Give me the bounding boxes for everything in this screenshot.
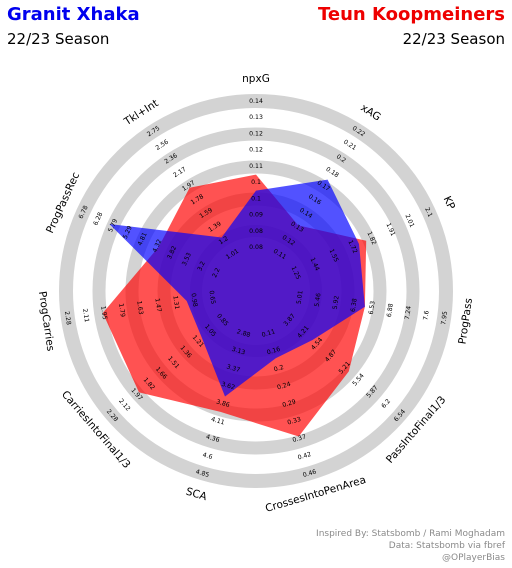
radar-tick-label: 1.31 [171,295,180,310]
radar-tick-label: 0.14 [249,98,263,105]
radar-tick-label: 0.08 [249,244,263,251]
radar-tick-label: 2.1 [423,206,433,218]
radar-tick-label: 4.85 [195,468,210,479]
radar-tick-label: 1.95 [99,306,108,321]
radar-tick-label: 1.63 [135,300,144,315]
radar-tick-label: 0.16 [266,346,281,357]
radar-tick-label: 0.24 [276,381,291,392]
radar-tick-label: 0.2 [335,153,347,164]
radar-tick-label: 4.11 [210,416,225,427]
radar-tick-label: 6.88 [386,303,395,318]
radar-tick-label: 1.79 [117,303,126,318]
radar-tick-label: 0.65 [207,290,216,305]
radar-tick-label: 2.88 [236,328,251,339]
player1-name: Granit Xhaka [7,4,140,25]
radar-tick-label: 0.11 [249,163,263,170]
radar-tick-label: 0.42 [297,451,312,462]
radar-tick-label: 2.56 [155,139,170,152]
radar-tick-label: 5.46 [314,293,323,308]
radar-tick-label: 2.17 [172,166,187,179]
player2-season: 22/23 Season [402,30,505,48]
radar-tick-label: 2.12 [117,398,131,413]
radar-tick-label: 0.12 [249,130,263,137]
radar-tick-label: 7.95 [440,311,449,326]
credit-handle: @OPlayerBias [442,553,505,563]
radar-areas [102,174,367,437]
radar-tick-label: 6.53 [368,300,377,315]
radar-tick-label: 0.11 [261,328,276,339]
radar-tick-label: 5.01 [296,290,305,305]
radar-tick-label: 7.6 [422,310,430,321]
radar-tick-label: 6.28 [92,211,104,226]
radar-tick-label: 5.92 [332,295,341,310]
radar-tick-label: 0.1 [251,195,261,202]
radar-tick-label: 7.24 [404,305,413,320]
radar-tick-label: 0.12 [249,147,263,154]
radar-tick-label: 2.28 [63,311,72,326]
radar-tick-label: 0.98 [189,293,198,308]
credit-inspired: Inspired By: Statsbomb / Rami Moghadam [316,529,505,539]
radar-tick-label: 1.47 [153,298,162,313]
radar-param-label: KP [441,194,457,211]
player2-name: Teun Koopmeiners [318,4,505,25]
radar-param-label: xAG [358,102,382,124]
radar-tick-label: 3.37 [226,363,241,374]
radar-tick-label: 0.37 [292,433,307,444]
radar-param-label: ProgCarries [36,290,56,351]
radar-tick-label: 0.33 [287,416,302,427]
radar-param-label: npxG [242,73,270,85]
radar-tick-label: 3.13 [231,346,246,357]
radar-tick-label: 1.2 [218,235,230,246]
radar-tick-label: 0.46 [302,468,317,479]
radar-tick-label: 3.62 [220,381,235,392]
radar-tick-label: 0.08 [249,228,263,235]
radar-area-series [109,179,365,397]
radar-tick-label: 0.2 [273,364,284,374]
radar-param-label: ProgPass [457,297,476,345]
radar-tick-label: 6.38 [350,298,359,313]
radar-tick-label: 4.36 [205,433,220,444]
radar-tick-label: 2.11 [81,308,90,323]
radar-tick-label: 3.86 [215,398,230,409]
radar-ring [59,94,453,488]
radar-tick-label: 0.1 [251,179,261,186]
radar-tick-label: 3.2 [196,260,206,272]
radar-tick-label: 0.29 [282,398,297,409]
credits: Inspired By: Statsbomb / Rami Moghadam D… [316,528,505,564]
radar-tick-label: 6.2 [380,398,392,410]
radar-tick-label: 0.09 [249,212,263,219]
player1-season: 22/23 Season [7,30,110,48]
radar-tick-label: 0.13 [249,114,263,121]
radar-tick-label: 2.2 [211,267,221,279]
radar-param-label: SCA [184,486,208,504]
radar-ring [92,127,420,455]
radar-tick-label: 0.21 [342,139,357,152]
radar-tick-label: 0.18 [324,166,339,179]
radar-tick-label: 4.6 [202,452,213,462]
credit-data: Data: Statsbomb via fbref [388,541,505,551]
